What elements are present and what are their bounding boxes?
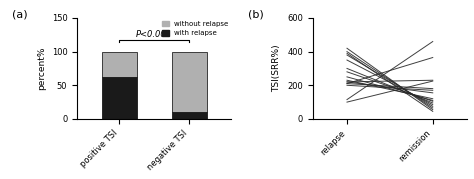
Y-axis label: percent%: percent% [37,47,46,90]
Text: (b): (b) [248,10,264,20]
Bar [172,52,207,112]
Text: P<0.001: P<0.001 [136,30,173,39]
Legend: without relapse, with relapse: without relapse, with relapse [159,18,231,39]
Bar [101,77,137,119]
Bar [172,112,207,119]
Text: (a): (a) [12,10,28,20]
Bar [101,52,137,77]
Y-axis label: TSI(SRR%): TSI(SRR%) [273,45,282,92]
